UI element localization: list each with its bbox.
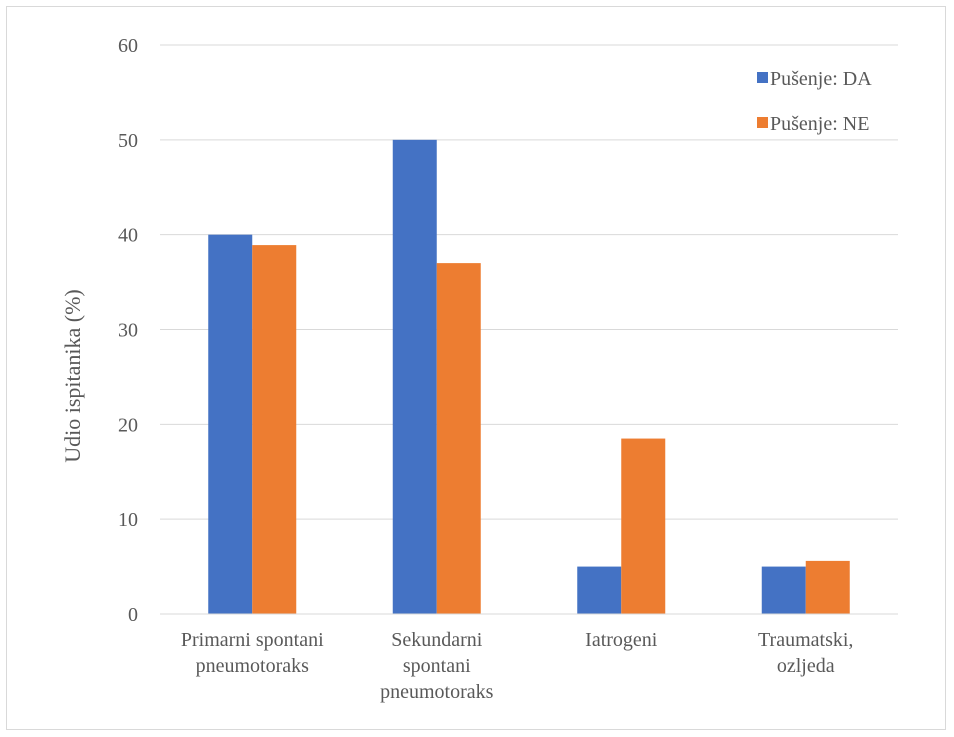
y-tick-label: 0 [128, 604, 138, 626]
x-category-label: Primarni spontani pneumotoraks [181, 629, 324, 677]
x-category-label: Traumatski, ozljeda [758, 629, 853, 677]
y-axis-ticks: 0 10 20 30 40 50 60 [118, 35, 138, 626]
y-tick-label: 60 [118, 35, 138, 57]
legend-label: Pušenje: DA [770, 68, 872, 90]
legend: Pušenje: DA Pušenje: NE [757, 68, 872, 135]
bar-da [392, 139, 437, 615]
bar-ne [436, 263, 481, 614]
y-tick-label: 50 [118, 130, 138, 152]
y-tick-label: 10 [118, 509, 138, 531]
y-axis-label: Udio ispitanika (%) [60, 289, 85, 463]
bar-ne [621, 438, 666, 614]
x-axis-categories: Primarni spontani pneumotoraks Sekundarni s… [181, 629, 854, 703]
bar-da [761, 566, 806, 614]
bar-ne [252, 245, 297, 614]
y-tick-label: 30 [118, 320, 138, 342]
legend-swatch [757, 72, 768, 83]
legend-label: Pušenje: NE [770, 113, 869, 135]
x-category-label: Sekundarni spontani pneumotoraks [380, 629, 494, 703]
legend-swatch [757, 117, 768, 128]
y-tick-label: 20 [118, 414, 138, 436]
bar-da [208, 234, 253, 614]
y-tick-label: 40 [118, 225, 138, 247]
bar-ne [805, 560, 850, 614]
bars [208, 139, 850, 615]
bar-da [577, 566, 622, 614]
x-category-label: Iatrogeni [585, 629, 658, 651]
